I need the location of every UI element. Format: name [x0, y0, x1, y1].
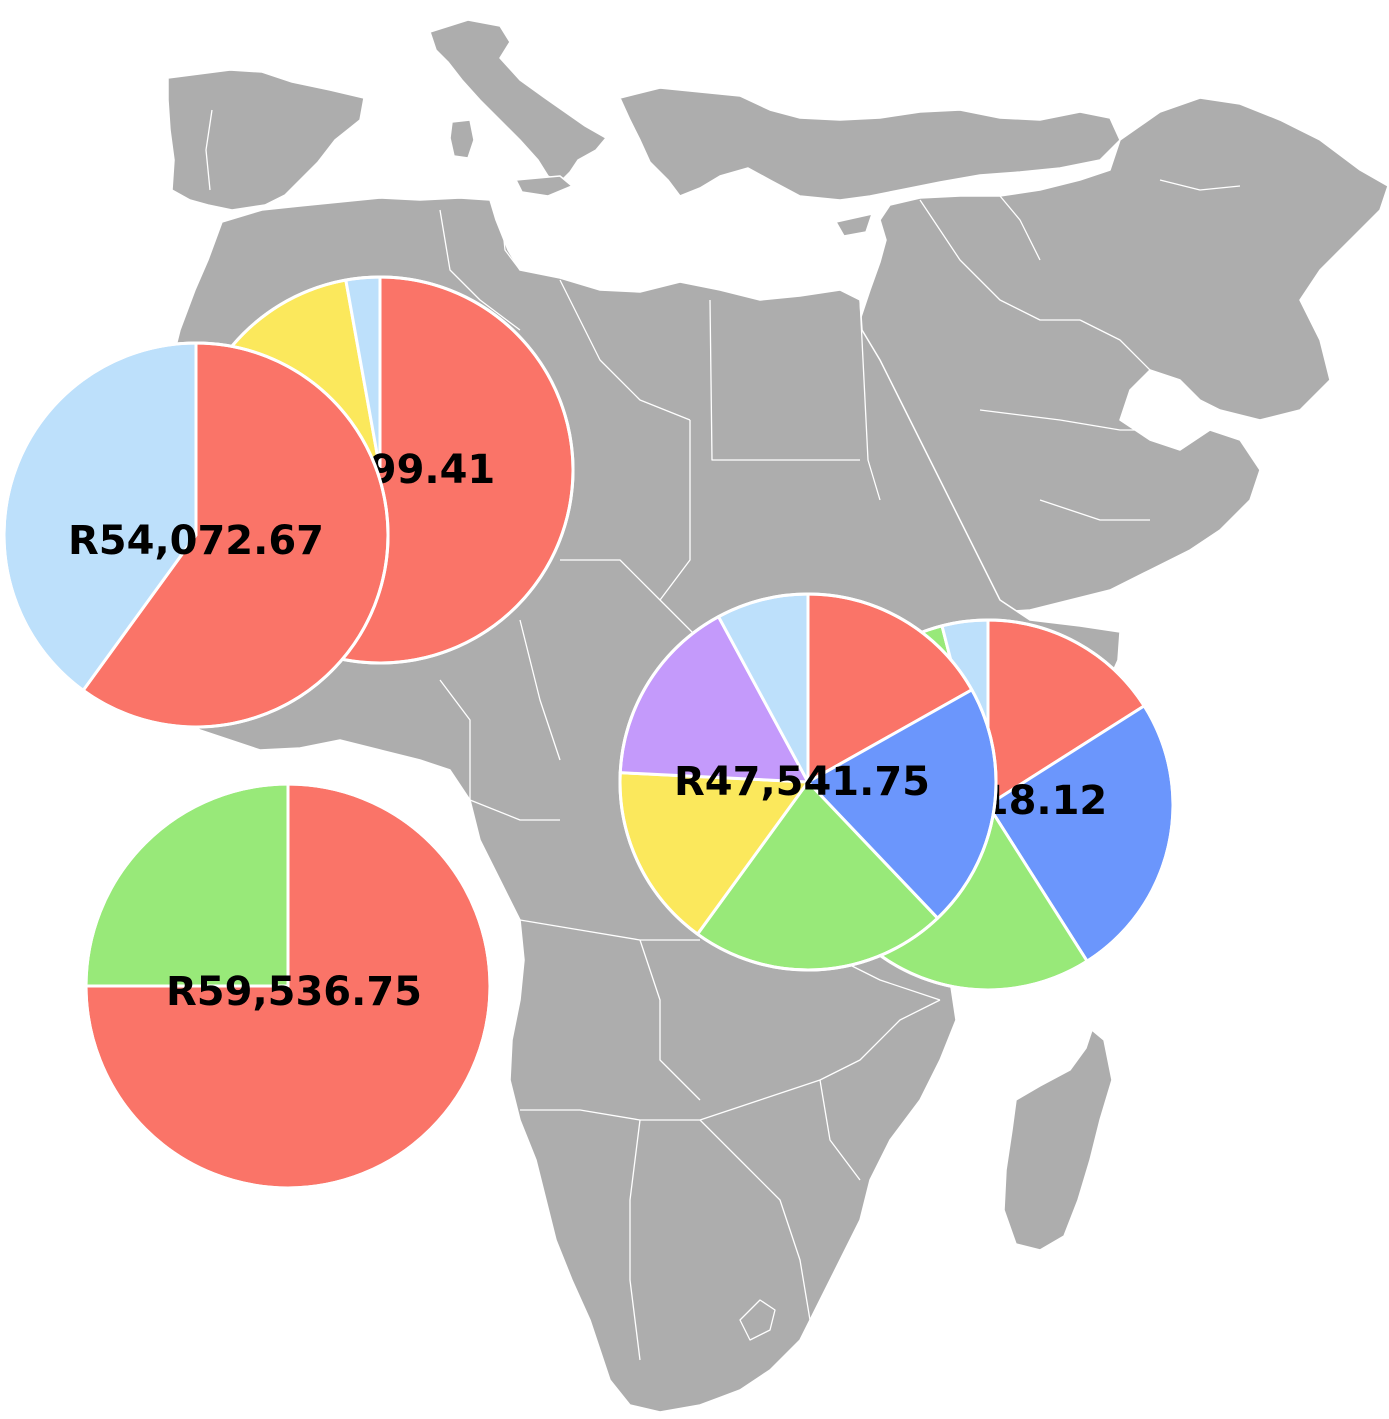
iberia-landmass [167, 69, 365, 211]
pie-west-africa: R54,072.67 [2, 341, 390, 729]
pie-outline [2, 341, 390, 729]
middle-east-landmass [849, 97, 1389, 613]
pie-value-label: 99.41 [369, 447, 496, 493]
pie-outline [84, 782, 492, 1190]
sardinia-landmass [449, 119, 475, 159]
sicily-landmass [515, 175, 573, 197]
pie-value-label: R54,072.67 [68, 518, 324, 564]
pie-value-label: R47,541.75 [674, 759, 930, 805]
pie-markers: 99.41 R54,072.67 R59,536.75 18.12 R47,541.75 [2, 275, 1175, 1190]
italy-landmass [429, 19, 607, 183]
pie-outline [618, 592, 998, 972]
balkans-landmass [619, 87, 1121, 201]
pie-value-label: 18.12 [981, 778, 1108, 824]
cyprus-landmass [835, 213, 873, 237]
madagascar-landmass [1003, 1029, 1113, 1251]
pie-southern-atlantic: R59,536.75 [84, 782, 492, 1190]
pie-value-label: R59,536.75 [166, 969, 422, 1015]
pie-slice [84, 782, 290, 988]
pie-central-africa: R47,541.75 [618, 592, 998, 972]
country-borders [205, 109, 1241, 1361]
